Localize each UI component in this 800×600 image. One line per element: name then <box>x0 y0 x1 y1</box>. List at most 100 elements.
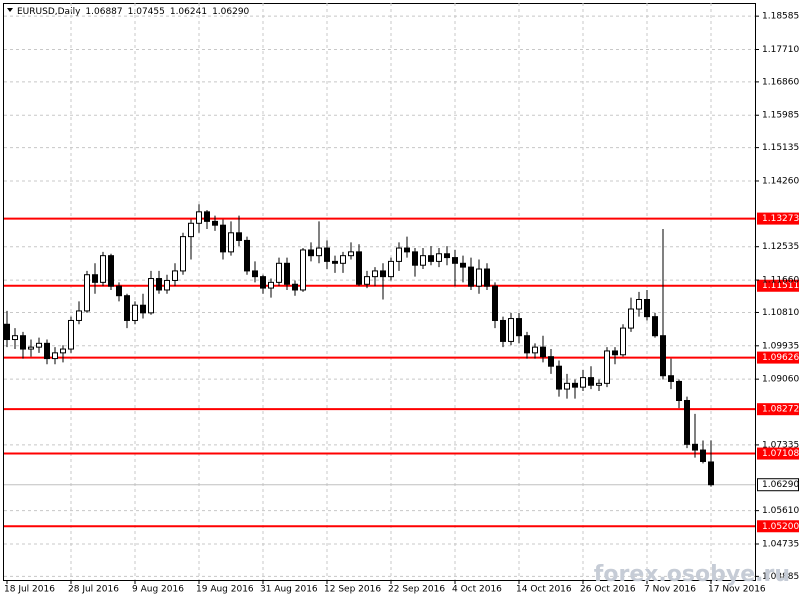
price-label: 1.06290 <box>762 480 799 490</box>
x-tick-label: 17 Nov 2016 <box>708 585 766 595</box>
candle-body <box>228 232 234 253</box>
candle-body <box>604 350 610 384</box>
candle-body <box>612 350 618 356</box>
candle-body <box>532 346 538 354</box>
candle-body <box>268 281 274 289</box>
y-tick-label: 1.18585 <box>762 12 799 22</box>
candle-body <box>252 270 258 278</box>
candle-body <box>404 247 410 253</box>
candle-body <box>524 335 530 354</box>
candle-body <box>132 304 138 321</box>
level-label-box <box>757 403 799 416</box>
candle-body <box>444 253 450 259</box>
level-label: 1.11511 <box>762 281 799 291</box>
candle-body <box>452 257 458 264</box>
candle-body <box>212 220 218 226</box>
candle-body <box>52 352 58 360</box>
y-tick-label: 1.09060 <box>762 375 799 385</box>
candle-body <box>516 318 522 337</box>
level-label-box <box>757 520 799 533</box>
header-item: 1.06887 <box>85 7 122 17</box>
candle-body <box>492 285 498 321</box>
candle-body <box>76 310 82 321</box>
watermark: forex.osobye.ru <box>594 562 790 587</box>
y-tick-label: 1.03885 <box>762 572 799 582</box>
candle-body <box>372 270 378 278</box>
candle-body <box>60 348 66 354</box>
candle-body <box>596 382 602 386</box>
y-tick-label: 1.15985 <box>762 111 799 121</box>
candle-body <box>580 377 586 388</box>
header: EURUSD,Daily 1.06887 1.07455 1.06241 1.06290 <box>17 7 250 17</box>
candle-body <box>116 285 122 297</box>
candle-body <box>460 262 466 268</box>
candle-body <box>100 255 106 283</box>
candle-body <box>572 382 578 388</box>
candle-body <box>4 323 10 341</box>
plot-frame <box>3 3 756 581</box>
y-tick-label: 1.15135 <box>762 143 799 153</box>
candle-body <box>708 461 714 486</box>
level-label: 1.07108 <box>762 449 799 459</box>
x-tick-label: 28 Jul 2016 <box>68 585 119 595</box>
y-tick-label: 1.05610 <box>762 506 799 516</box>
x-tick-label: 18 Jul 2016 <box>4 585 55 595</box>
levels: 1.13273 1.11511 1.09626 1.08272 1.07108 1.052… <box>4 212 799 533</box>
candle-body <box>12 335 18 341</box>
candle-body <box>316 247 322 257</box>
candle-body <box>324 247 330 262</box>
candle-body <box>300 249 306 291</box>
x-tick-label: 14 Oct 2016 <box>516 585 572 595</box>
candle-body <box>692 443 698 451</box>
y-tick-label: 1.12535 <box>762 242 799 252</box>
candle-body <box>284 262 290 285</box>
candle-body <box>340 255 346 264</box>
level-label-box <box>757 351 799 364</box>
candle-body <box>636 299 642 310</box>
candle-body <box>164 279 170 291</box>
candle-body <box>628 308 634 329</box>
candle-body <box>588 377 594 386</box>
candle-body <box>564 382 570 390</box>
candle-body <box>260 276 266 289</box>
candles <box>4 204 714 487</box>
level-label: 1.09626 <box>762 353 799 363</box>
candle-body <box>676 380 682 401</box>
x-tick-label: 26 Oct 2016 <box>580 585 636 595</box>
candle-body <box>388 260 394 278</box>
header-item: 1.07455 <box>128 7 165 17</box>
y-tick-label: 1.04735 <box>762 539 799 549</box>
header-item: 1.06241 <box>170 7 207 17</box>
candle-body <box>308 249 314 257</box>
candle-body <box>124 295 130 321</box>
candle-body <box>500 319 506 342</box>
candle-body <box>204 211 210 222</box>
y-tick-label: 1.09935 <box>762 341 799 351</box>
axis: 1.18585 1.17710 1.16860 1.15985 1.15135 1.142… <box>4 12 799 595</box>
candle-body <box>196 211 202 224</box>
candle-body <box>660 335 666 377</box>
candle-body <box>476 268 482 287</box>
candle-body <box>380 270 386 278</box>
x-tick-label: 22 Sep 2016 <box>388 585 445 595</box>
candle-body <box>700 449 706 462</box>
header-item: 1.06290 <box>212 7 249 17</box>
candle-body <box>540 346 546 358</box>
candle-body <box>44 342 50 360</box>
level-label-box <box>757 212 799 225</box>
candle-body <box>236 232 242 241</box>
price-label-box <box>757 478 799 492</box>
y-tick-label: 1.11660 <box>762 276 799 286</box>
candle-body <box>508 318 514 342</box>
candle-body <box>332 260 338 264</box>
candle-body <box>140 304 146 314</box>
y-tick-label: 1.10810 <box>762 308 799 318</box>
x-tick-label: 19 Aug 2016 <box>196 585 254 595</box>
level-label: 1.08272 <box>762 405 799 415</box>
candle-body <box>148 278 154 314</box>
candle-body <box>180 236 186 272</box>
level-label: 1.05200 <box>762 522 799 532</box>
candle-body <box>396 247 402 262</box>
candle-body <box>244 239 250 272</box>
